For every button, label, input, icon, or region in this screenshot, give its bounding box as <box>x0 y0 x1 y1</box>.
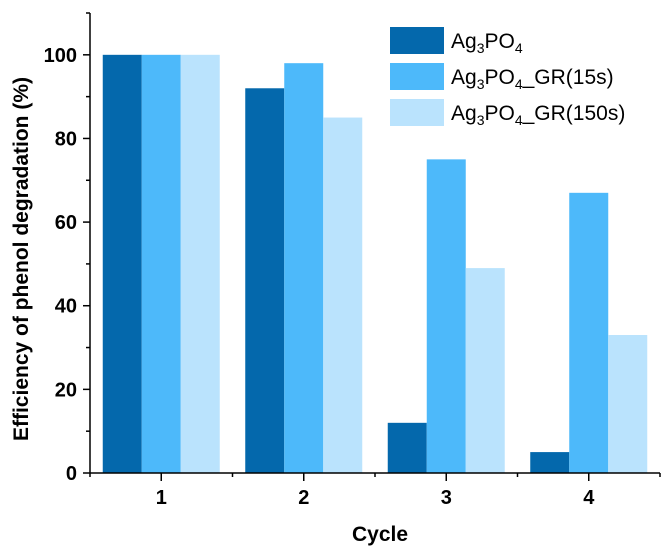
bar-1-cycle-3 <box>387 422 427 473</box>
y-tick-label: 40 <box>55 296 77 318</box>
x-tick-label: 4 <box>583 487 595 509</box>
bar-2-cycle-3 <box>426 159 466 473</box>
bar-1-cycle-4 <box>530 452 570 473</box>
y-tick-label: 0 <box>66 463 77 485</box>
bar-3-cycle-1 <box>180 54 220 474</box>
y-tick-label: 80 <box>55 128 77 150</box>
legend-label-2: Ag3PO4_GR(15s) <box>451 66 614 92</box>
bar-1-cycle-1 <box>102 54 142 474</box>
bar-1-cycle-2 <box>245 88 285 473</box>
y-tick-label: 20 <box>55 379 77 401</box>
bar-3-cycle-2 <box>323 117 363 473</box>
bar-3-cycle-3 <box>465 268 505 473</box>
bar-2-cycle-1 <box>141 54 181 474</box>
x-tick-label: 2 <box>298 487 309 509</box>
legend: Ag3PO4 Ag3PO4_GR(15s) Ag3PO4_GR(150s) <box>390 27 625 128</box>
bar-2-cycle-4 <box>569 192 609 473</box>
axes-group: 0 20 40 60 80 100 1 2 3 4 <box>44 12 661 509</box>
legend-label-1: Ag3PO4 <box>451 30 523 56</box>
x-tick-label: 1 <box>156 487 167 509</box>
legend-label-3: Ag3PO4_GR(150s) <box>451 102 625 128</box>
y-tick-label: 60 <box>55 212 77 234</box>
bar-3-cycle-4 <box>608 335 648 473</box>
x-axis-title: Cycle <box>352 523 408 546</box>
y-tick-label: 100 <box>44 45 77 67</box>
legend-swatch-1 <box>390 27 444 54</box>
legend-swatch-2 <box>390 63 444 90</box>
y-axis-title: Efficiency of phenol degradation (%) <box>10 77 33 441</box>
x-tick-label: 3 <box>441 487 452 509</box>
bars-group <box>102 54 648 474</box>
legend-swatch-3 <box>390 99 444 126</box>
bar-2-cycle-2 <box>284 63 324 473</box>
